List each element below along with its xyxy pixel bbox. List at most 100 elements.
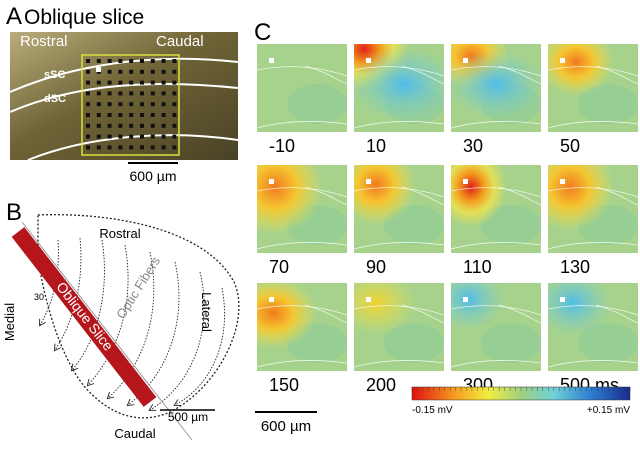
colorbar-label: +0.15 mV (587, 405, 630, 416)
electrode (172, 59, 177, 63)
frame-label: 110 (463, 257, 492, 277)
label: Lateral (199, 292, 214, 332)
frame: 110 (451, 165, 541, 277)
marker (560, 58, 565, 63)
frame-label: 90 (366, 257, 386, 277)
boundary (304, 304, 347, 324)
electrode (86, 123, 90, 128)
electrode (172, 123, 177, 128)
boundary (257, 241, 347, 250)
boundary (401, 65, 444, 85)
activity (451, 283, 505, 331)
frame-image (257, 44, 347, 132)
electrode (96, 91, 101, 96)
frame-label: 200 (366, 375, 396, 395)
frame: 200 (354, 283, 444, 395)
boundary (9, 82, 239, 113)
label: Rostral (99, 226, 140, 241)
electrode (150, 113, 155, 117)
marker (269, 297, 274, 302)
electrode (140, 102, 144, 107)
boundary (354, 66, 444, 77)
axis-line (21, 221, 193, 441)
label: Optic Fibers (113, 254, 163, 322)
boundary (498, 65, 541, 85)
marker (463, 297, 468, 302)
boundary (548, 66, 638, 77)
label: sSC (44, 69, 65, 81)
electrode (118, 69, 123, 74)
electrode (161, 145, 166, 150)
frame: 500 ms (548, 283, 638, 395)
electrode (140, 134, 144, 139)
boundary (9, 57, 239, 93)
marker (366, 179, 371, 184)
label: Rostral (20, 33, 68, 50)
electrode (118, 91, 123, 96)
frame-image (548, 44, 638, 132)
boundary (451, 120, 541, 129)
electrode (140, 69, 144, 74)
electrode-array (81, 54, 180, 156)
electrode (172, 113, 177, 117)
frame-tone (578, 323, 638, 363)
frame-image (257, 283, 347, 371)
electrode (107, 113, 112, 117)
electrode (86, 113, 90, 117)
scale-label: 600 µm (261, 418, 311, 435)
label: dSC (44, 93, 66, 105)
marker (463, 58, 468, 63)
frame-image (451, 44, 541, 132)
electrode (129, 80, 134, 85)
electrode (172, 91, 177, 96)
frame: -10 (257, 44, 347, 156)
electrode (86, 69, 90, 74)
electrode (172, 102, 177, 107)
electrode (86, 91, 90, 96)
frame: 300 (451, 283, 541, 395)
activity (354, 283, 416, 335)
electrode (161, 91, 166, 96)
frame-image (257, 165, 347, 253)
marker (96, 67, 101, 72)
activity (354, 46, 444, 122)
electrode (150, 59, 155, 63)
marker (269, 179, 274, 184)
outline (37, 214, 240, 419)
electrode (118, 102, 123, 107)
colorbar-label: -0.15 mV (412, 405, 453, 416)
boundary (548, 241, 638, 250)
frame: 50 (548, 44, 638, 156)
electrode (150, 102, 155, 107)
activity (548, 283, 611, 337)
slice-bar (11, 227, 157, 407)
electrode (150, 145, 155, 150)
electrode (172, 80, 177, 85)
boundary (354, 187, 444, 198)
boundary (354, 305, 444, 316)
frame: 150 (257, 283, 347, 395)
electrode (150, 134, 155, 139)
frame: 10 (354, 44, 444, 156)
electrode (150, 69, 155, 74)
slice-photo (10, 32, 238, 160)
electrode (129, 59, 134, 63)
frame: 130 (548, 165, 638, 277)
frame-image (354, 283, 444, 371)
boundary (548, 359, 638, 368)
marker (269, 58, 274, 63)
electrode (140, 59, 144, 63)
electrode (150, 91, 155, 96)
electrode (96, 145, 101, 150)
electrode (86, 80, 90, 85)
boundary (548, 120, 638, 129)
boundary (451, 241, 541, 250)
electrode (129, 113, 134, 117)
label: Medial (2, 303, 17, 341)
activity (257, 283, 317, 349)
boundary (548, 187, 638, 198)
boundary (401, 186, 444, 206)
frame-grid: -10 10 30 50 70 90 110 130 150 200 300 500 ms (257, 44, 638, 395)
electrode (161, 134, 166, 139)
electrode (129, 123, 134, 128)
